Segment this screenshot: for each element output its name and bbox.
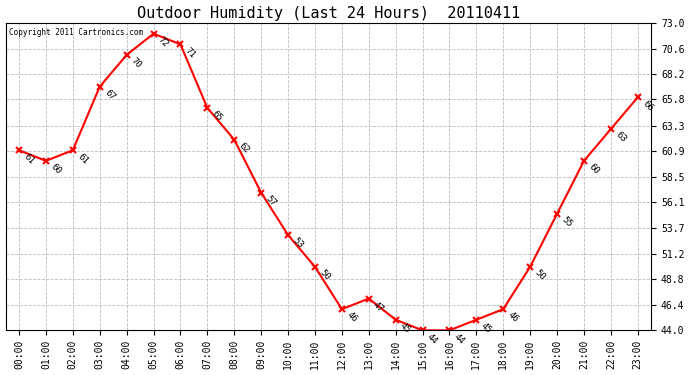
- Text: 61: 61: [76, 152, 90, 166]
- Text: 63: 63: [613, 130, 628, 144]
- Text: 66: 66: [640, 99, 655, 112]
- Text: 62: 62: [237, 141, 251, 155]
- Text: 44: 44: [452, 332, 466, 346]
- Text: 65: 65: [210, 109, 224, 123]
- Text: 44: 44: [425, 332, 440, 346]
- Text: 67: 67: [103, 88, 117, 102]
- Text: 70: 70: [130, 56, 144, 70]
- Text: 61: 61: [22, 152, 36, 166]
- Text: 50: 50: [533, 268, 547, 282]
- Text: Copyright 2011 Cartronics.com: Copyright 2011 Cartronics.com: [9, 28, 143, 37]
- Text: 60: 60: [586, 162, 601, 176]
- Text: 46: 46: [344, 310, 359, 324]
- Text: 71: 71: [184, 46, 197, 60]
- Text: 60: 60: [49, 162, 63, 176]
- Text: 46: 46: [506, 310, 520, 324]
- Title: Outdoor Humidity (Last 24 Hours)  20110411: Outdoor Humidity (Last 24 Hours) 2011041…: [137, 6, 520, 21]
- Text: 45: 45: [479, 321, 493, 335]
- Text: 57: 57: [264, 194, 278, 208]
- Text: 53: 53: [290, 236, 305, 250]
- Text: 72: 72: [157, 35, 170, 49]
- Text: 47: 47: [371, 300, 386, 314]
- Text: 50: 50: [317, 268, 332, 282]
- Text: 55: 55: [560, 215, 574, 229]
- Text: 45: 45: [398, 321, 413, 335]
